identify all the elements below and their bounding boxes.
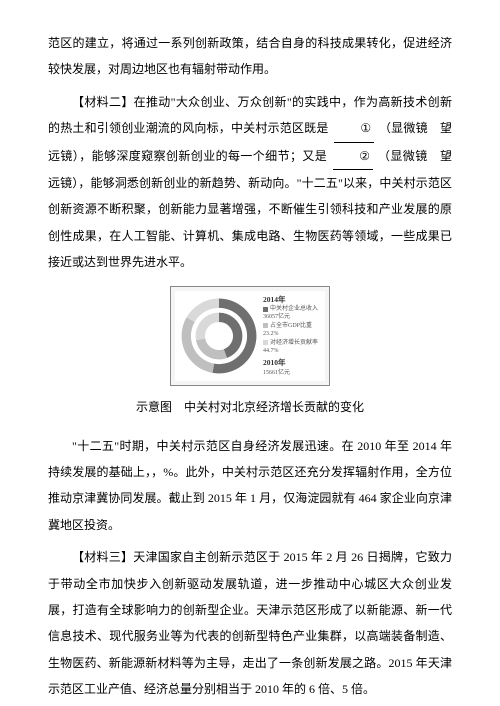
swatch-icon	[263, 307, 268, 312]
paragraph-material2: 【材料二】在推动"大众创业、万众创新"的实践中，作为高新技术创新的热土和引领创业…	[48, 89, 452, 276]
legend-item: 占全市GDP比重	[270, 322, 312, 330]
paragraph-material3: 【材料三】天津国家自主创新示范区于 2015 年 2 月 26 日揭牌，它致力于…	[48, 544, 452, 702]
legend-item: 对经济增长贡献率	[270, 339, 318, 347]
legend-value: 23.2%	[263, 330, 279, 338]
legend-value: 36057亿元	[263, 313, 290, 321]
text-fragment: （显微镜 望远镜），能够洞悉创新创业的新趋势、新动向。"十二五"以来，中关村示范…	[48, 149, 452, 270]
fill-blank-2: ②	[333, 143, 373, 170]
legend-item: 15661亿元	[263, 369, 290, 377]
legend-item: 中关村企业总收入	[270, 305, 318, 313]
chart-caption: 示意图 中关村对北京经济增长贡献的变化	[48, 394, 452, 420]
swatch-icon	[263, 340, 268, 345]
chart-container: 2014年 中关村企业总收入 36057亿元 占全市GDP比重 23.2% 对经…	[48, 286, 452, 387]
legend-year-2010: 2010年	[263, 358, 321, 369]
chart-rings	[179, 296, 259, 376]
paragraph-125: "十二五"时期，中关村示范区自身经济发展迅速。在 2010 年至 2014 年持…	[48, 433, 452, 539]
legend-value: 44.7%	[263, 347, 279, 355]
fill-blank-1: ①	[334, 115, 374, 142]
swatch-icon	[263, 323, 268, 328]
legend-year-2014: 2014年	[263, 295, 321, 306]
chart-frame: 2014年 中关村企业总收入 36057亿元 占全市GDP比重 23.2% 对经…	[170, 286, 330, 387]
paragraph-intro: 范区的建立，将通过一系列创新政策，结合自身的科技成果转化，促进经济较快发展，对周…	[48, 30, 452, 83]
chart-legend: 2014年 中关村企业总收入 36057亿元 占全市GDP比重 23.2% 对经…	[259, 295, 321, 378]
